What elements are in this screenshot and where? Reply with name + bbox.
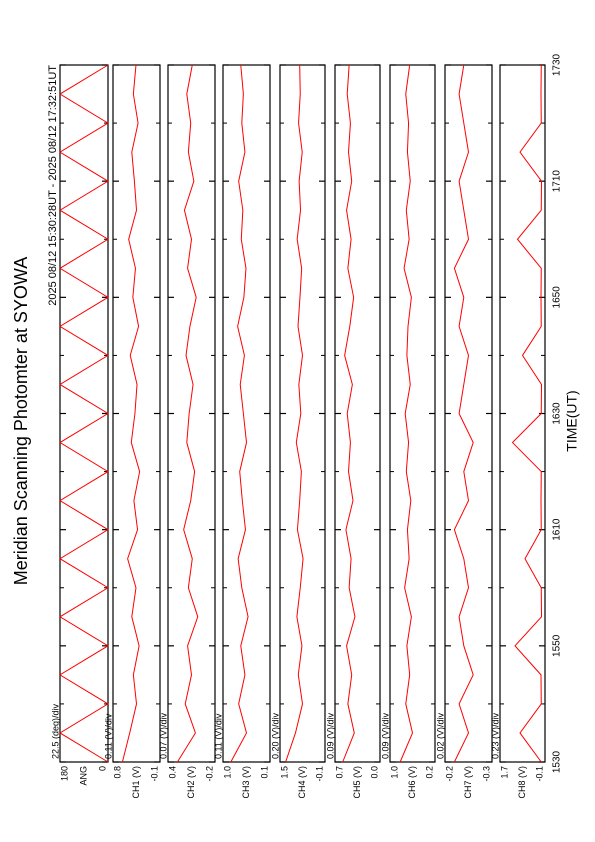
scale-label: 0.11 (V)/div <box>213 713 223 759</box>
panel-frame <box>279 64 326 763</box>
y-tick-label: 180 <box>59 766 69 781</box>
trace <box>511 64 543 763</box>
channel-name: CH5 (V) <box>352 766 362 799</box>
x-tick-label: 1650 <box>552 286 563 309</box>
y-tick-label: -0.1 <box>314 766 324 782</box>
y-tick-label: -0.1 <box>534 766 544 782</box>
channel-name: CH3 (V) <box>241 766 251 799</box>
y-tick-label: 0.1 <box>259 766 269 779</box>
scale-label: 0.11 (V)/div <box>103 713 113 759</box>
x-tick-label: 1630 <box>552 402 563 425</box>
scale-label: 0.02 (V)/div <box>435 712 445 759</box>
y-tick-label: -0.1 <box>149 766 159 782</box>
y-tick-label: -0.3 <box>481 766 491 782</box>
scale-label: 0.09 (V)/div <box>380 712 390 759</box>
x-axis-label: TIME(UT) <box>564 390 580 451</box>
y-tick-label: 0.2 <box>424 766 434 779</box>
trace <box>399 64 414 763</box>
scale-label: 0.07 (V)/div <box>158 712 168 759</box>
chart-title: Meridian Scanning Photomter at SYOWA <box>11 257 31 585</box>
scale-label: 0.23 (V)/div <box>490 712 500 759</box>
channel-name: CH8 (V) <box>517 766 527 799</box>
scale-label: 0.09 (V)/div <box>325 712 335 759</box>
y-tick-label: 1.0 <box>222 766 232 779</box>
panel-frame <box>334 64 381 763</box>
y-tick-label: 1.5 <box>279 766 289 779</box>
channel-name: CH6 (V) <box>407 766 417 799</box>
y-tick-label: -0.2 <box>204 766 214 782</box>
x-tick-label: 1530 <box>552 750 563 773</box>
landscape-group: Meridian Scanning Photomter at SYOWA 202… <box>11 53 580 798</box>
trace <box>453 64 474 763</box>
panel-frame <box>59 64 109 763</box>
panel-frame <box>499 64 546 763</box>
y-tick-label: 0.8 <box>112 766 122 779</box>
scale-label: 0.20 (V)/div <box>270 712 280 759</box>
x-tick-label: 1710 <box>552 170 563 193</box>
y-tick-label: 0.4 <box>167 766 177 779</box>
x-tick-label: 1730 <box>552 53 563 76</box>
channel-name: CH7 (V) <box>463 766 473 799</box>
channel-name: CH4 (V) <box>297 766 307 799</box>
y-tick-label: 0.0 <box>369 766 379 779</box>
panel-frame <box>444 64 493 763</box>
y-tick-label: -0.2 <box>444 766 454 782</box>
channel-name: CH2 (V) <box>186 766 196 799</box>
y-tick-label: 0.7 <box>334 766 344 779</box>
x-tick-label: 1550 <box>552 634 563 657</box>
trace <box>121 64 141 763</box>
panel-frame <box>389 64 436 763</box>
channel-name: CH1 (V) <box>131 766 141 799</box>
chart-subtitle: 2025 08/12 15:30:28UT - 2025 08/12 17:32… <box>47 65 59 306</box>
panel-frame <box>222 64 271 763</box>
trace <box>285 64 304 763</box>
y-tick-label: 1.7 <box>499 766 509 779</box>
trace <box>59 64 109 763</box>
trace <box>342 64 356 763</box>
channel-name: ANG <box>78 766 88 786</box>
x-tick-label: 1610 <box>552 518 563 541</box>
y-tick-label: 0 <box>97 766 107 771</box>
trace <box>176 64 199 763</box>
scale-label: 22.5 (deg)/div <box>50 703 60 759</box>
trace <box>230 64 249 763</box>
y-tick-label: 1.0 <box>389 766 399 779</box>
